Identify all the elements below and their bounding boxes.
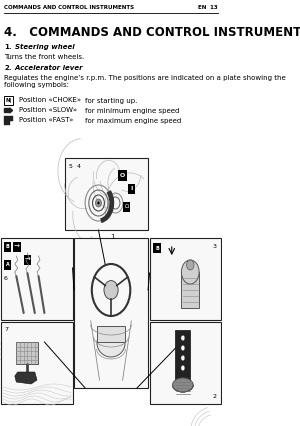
Text: 4.   COMMANDS AND CONTROL INSTRUMENTS: 4. COMMANDS AND CONTROL INSTRUMENTS <box>4 26 300 39</box>
Text: 1.: 1. <box>4 44 12 50</box>
FancyArrow shape <box>4 108 13 113</box>
Circle shape <box>95 199 101 207</box>
Circle shape <box>104 281 118 299</box>
Bar <box>2 238 73 320</box>
Bar <box>16 342 38 364</box>
Bar <box>4 260 11 270</box>
Bar <box>65 158 148 230</box>
Circle shape <box>181 336 185 340</box>
Bar <box>182 272 199 308</box>
Bar <box>123 202 130 212</box>
Text: O: O <box>120 173 125 178</box>
Text: Position «CHOKE»: Position «CHOKE» <box>19 98 81 104</box>
Text: 4: 4 <box>77 164 81 169</box>
Bar <box>2 322 73 404</box>
Circle shape <box>181 356 185 360</box>
Polygon shape <box>4 116 13 125</box>
Text: B: B <box>155 245 159 250</box>
Text: I: I <box>130 187 133 192</box>
Circle shape <box>187 260 194 270</box>
Bar <box>74 238 148 388</box>
Text: 2: 2 <box>212 394 216 399</box>
FancyArrowPatch shape <box>123 321 131 380</box>
Text: Regulates the engine’s r.p.m. The positions are indicated on a plate showing the: Regulates the engine’s r.p.m. The positi… <box>4 75 286 88</box>
Bar <box>118 170 127 181</box>
Text: Position «SLOW»: Position «SLOW» <box>19 107 76 113</box>
Text: 6: 6 <box>4 276 8 281</box>
Text: 1: 1 <box>110 234 115 240</box>
Circle shape <box>181 345 185 351</box>
Text: Accelerator lever: Accelerator lever <box>10 65 82 71</box>
Text: for minimum engine speed: for minimum engine speed <box>85 107 179 113</box>
Text: Steering wheel: Steering wheel <box>10 44 74 50</box>
Circle shape <box>182 260 199 284</box>
Text: Position «FAST»: Position «FAST» <box>19 118 73 124</box>
Bar <box>4 96 13 105</box>
Bar <box>24 255 31 265</box>
Text: Turns the front wheels.: Turns the front wheels. <box>4 54 85 60</box>
Bar <box>153 243 161 253</box>
Text: for maximum engine speed: for maximum engine speed <box>85 118 182 124</box>
Polygon shape <box>15 372 37 384</box>
Bar <box>149 238 220 320</box>
Bar <box>13 242 21 252</box>
Text: for starting up.: for starting up. <box>85 98 137 104</box>
Text: 7: 7 <box>4 327 8 332</box>
Text: N|: N| <box>6 98 12 103</box>
Circle shape <box>98 201 100 204</box>
Bar <box>128 184 136 194</box>
Text: EN  13: EN 13 <box>198 5 218 10</box>
Bar <box>176 330 190 380</box>
Bar <box>187 276 194 286</box>
Ellipse shape <box>97 329 125 357</box>
Bar <box>97 326 125 342</box>
Text: →: → <box>25 257 30 263</box>
Text: COMMANDS AND CONTROL INSTRUMENTS: COMMANDS AND CONTROL INSTRUMENTS <box>4 5 135 10</box>
Text: Ω: Ω <box>124 204 129 210</box>
Text: A: A <box>188 279 192 283</box>
Text: A: A <box>5 262 9 268</box>
Circle shape <box>181 366 185 371</box>
Text: B: B <box>5 245 9 250</box>
Text: 5: 5 <box>68 164 72 169</box>
Text: 3: 3 <box>212 244 216 249</box>
Bar <box>4 242 11 252</box>
Bar <box>149 322 220 404</box>
Ellipse shape <box>172 378 193 392</box>
Text: →: → <box>14 244 20 250</box>
Text: 2.: 2. <box>4 65 12 71</box>
FancyArrowPatch shape <box>91 321 100 380</box>
